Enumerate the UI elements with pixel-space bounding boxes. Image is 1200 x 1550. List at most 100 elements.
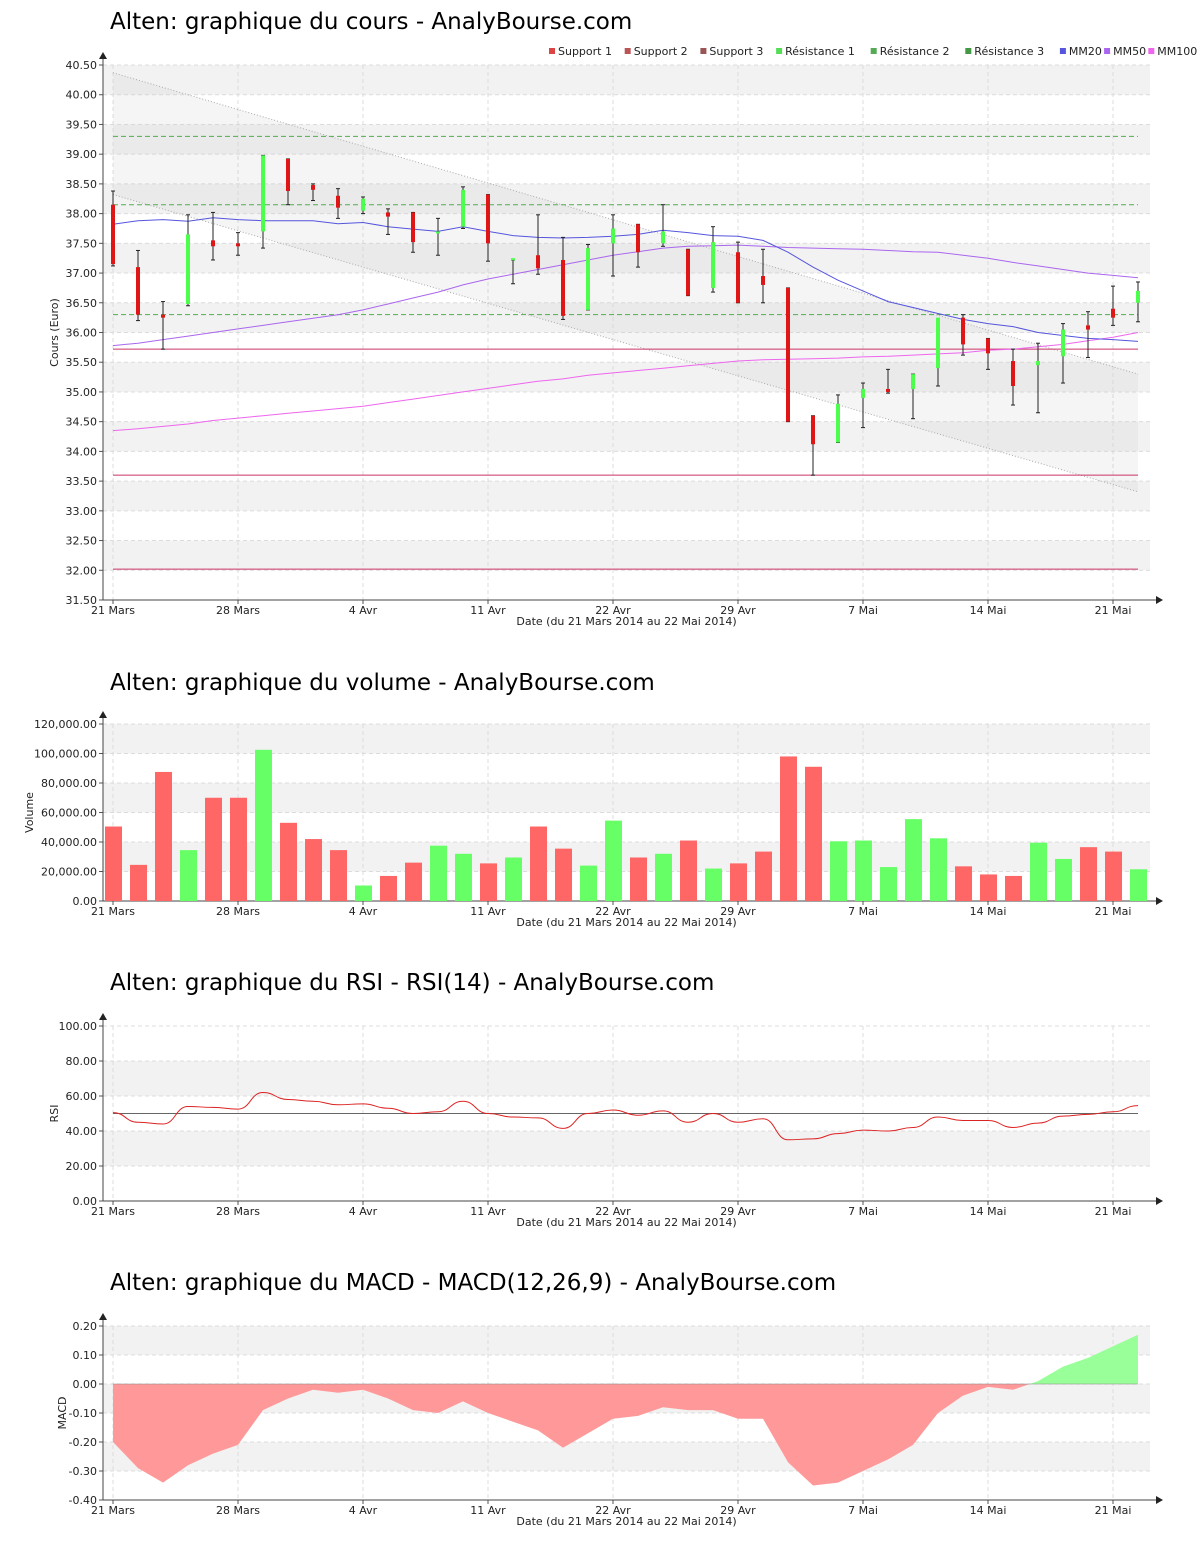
volume-bar — [830, 841, 847, 901]
x-tick-label: 22 Avr — [595, 604, 631, 617]
y-tick-label: 39.00 — [66, 148, 98, 161]
candle-body — [961, 317, 965, 345]
y-tick-label: -0.40 — [69, 1494, 97, 1507]
volume-bar — [180, 850, 197, 901]
y-tick-label: 34.50 — [66, 416, 98, 429]
x-axis-arrow — [1156, 1197, 1163, 1205]
volume-bar — [230, 797, 247, 901]
rsi-line — [112, 1091, 1139, 1141]
candle-body — [936, 317, 940, 369]
volume-bar — [930, 838, 947, 901]
trend-channel — [113, 72, 1138, 492]
volume-bar — [1005, 875, 1022, 901]
candle-body — [1011, 361, 1015, 386]
candle-body — [1061, 329, 1065, 357]
candle-body — [561, 259, 565, 316]
grid-band — [103, 842, 1150, 872]
legend-label: MM50 — [1113, 45, 1146, 58]
y-tick-label: 36.00 — [66, 327, 98, 340]
grid-band — [103, 183, 1150, 214]
legend-swatch — [965, 48, 972, 54]
x-tick-label: 22 Avr — [595, 1205, 631, 1218]
x-tick-label: 14 Mai — [970, 1205, 1007, 1218]
y-axis-title: Volume — [23, 792, 36, 833]
y-tick-label: 100.00 — [59, 1020, 98, 1033]
volume-chart: 0.00 20,000.00 40,000.00 60,000.00 80,000.00… — [23, 711, 1163, 929]
x-tick-label: 28 Mars — [216, 604, 260, 617]
volume-bar — [1055, 858, 1072, 901]
grid-band — [103, 540, 1150, 571]
x-tick-label: 4 Avr — [349, 1504, 378, 1517]
x-tick-label: 22 Avr — [595, 905, 631, 918]
y-tick-label: 40.50 — [66, 59, 98, 72]
volume-bar — [630, 857, 647, 901]
candle-body — [311, 185, 315, 190]
legend-label: Support 3 — [709, 45, 763, 58]
candle-body — [411, 212, 415, 243]
volume-bar — [805, 766, 822, 901]
volume-bar — [605, 820, 622, 901]
grid-band — [103, 124, 1150, 155]
x-tick-label: 21 Mars — [91, 1504, 135, 1517]
x-tick-label: 28 Mars — [216, 1504, 260, 1517]
candle-body — [686, 249, 690, 296]
volume-bar — [130, 864, 147, 901]
y-tick-label: 33.00 — [66, 505, 98, 518]
y-tick-label: 37.00 — [66, 267, 98, 280]
x-axis-arrow — [1156, 596, 1163, 604]
volume-bar — [555, 848, 572, 901]
candle-body — [911, 374, 915, 389]
y-axis-arrow — [99, 1013, 107, 1020]
volume-bar — [255, 749, 272, 901]
volume-bar — [855, 840, 872, 901]
y-tick-label: -0.20 — [69, 1436, 97, 1449]
price-chart: 31.50 32.00 32.50 33.00 33.50 34.00 34.50 35.00… — [48, 45, 1197, 628]
y-axis-title: MACD — [56, 1397, 69, 1430]
x-tick-label: 29 Avr — [720, 905, 756, 918]
y-tick-label: 36.50 — [66, 297, 98, 310]
rsi-chart: 0.00 20.00 40.00 60.00 80.00 100.00 21 Mars 28 … — [48, 1013, 1163, 1229]
x-tick-label: 29 Avr — [720, 1205, 756, 1218]
volume-bar — [105, 826, 122, 901]
x-axis-arrow — [1156, 1496, 1163, 1504]
grid-band — [103, 243, 1150, 274]
grid-band — [103, 1442, 1150, 1471]
candle-body — [1036, 361, 1040, 366]
candle-body — [336, 195, 340, 208]
x-tick-label: 14 Mai — [970, 905, 1007, 918]
y-axis-arrow — [99, 52, 107, 59]
y-tick-label: 31.50 — [66, 594, 98, 607]
y-tick-label: 0.00 — [73, 1195, 98, 1208]
y-tick-label: 80.00 — [66, 1055, 98, 1068]
candle-body — [836, 403, 840, 443]
candle-body — [761, 276, 765, 285]
candle-body — [661, 231, 665, 244]
volume-bar — [755, 851, 772, 901]
candle-body — [511, 258, 515, 261]
y-tick-label: 40,000.00 — [41, 836, 97, 849]
y-tick-label: 35.00 — [66, 386, 98, 399]
candle-body — [1111, 308, 1115, 318]
y-tick-label: 34.00 — [66, 445, 98, 458]
x-tick-label: 4 Avr — [349, 905, 378, 918]
volume-bar — [1030, 842, 1047, 901]
y-axis-arrow — [99, 711, 107, 718]
x-tick-label: 28 Mars — [216, 1205, 260, 1218]
x-tick-label: 21 Mai — [1095, 905, 1132, 918]
volume-bar — [530, 826, 547, 901]
x-tick-label: 11 Avr — [470, 1205, 506, 1218]
legend-label: Support 2 — [634, 45, 688, 58]
candle-body — [986, 338, 990, 354]
x-tick-label: 11 Avr — [470, 1504, 506, 1517]
x-tick-label: 7 Mai — [848, 604, 878, 617]
y-tick-label: 33.50 — [66, 475, 98, 488]
volume-bar — [730, 863, 747, 901]
x-tick-label: 14 Mai — [970, 1504, 1007, 1517]
candle-body — [886, 388, 890, 392]
y-tick-label: -0.30 — [69, 1465, 97, 1478]
y-axis-title: RSI — [48, 1105, 61, 1123]
grid-band — [103, 481, 1150, 511]
macd-chart-title: Alten: graphique du MACD - MACD(12,26,9)… — [110, 1270, 837, 1296]
y-tick-label: 0.10 — [73, 1349, 98, 1362]
y-tick-label: 60,000.00 — [41, 807, 97, 820]
